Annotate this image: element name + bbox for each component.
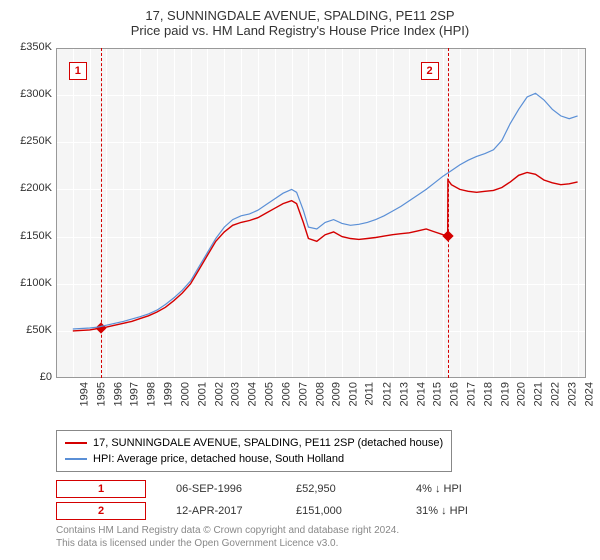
x-tick-label: 2022 [550,382,562,406]
x-tick-label: 2021 [533,382,545,406]
x-tick-label: 2008 [314,382,326,406]
callout-row: 2 12-APR-2017 £151,000 31% ↓ HPI [56,502,588,520]
x-tick-label: 2006 [280,382,292,406]
legend-item-price: 17, SUNNINGDALE AVENUE, SPALDING, PE11 2… [65,435,443,451]
x-tick-label: 2023 [566,382,578,406]
series-line-hpi [73,93,578,329]
legend-label-hpi: HPI: Average price, detached house, Sout… [93,451,344,467]
x-tick-label: 2020 [516,382,528,406]
callout-row-id: 2 [56,502,146,520]
x-tick-label: 2017 [465,382,477,406]
x-tick-label: 2014 [415,382,427,406]
x-tick-label: 2015 [432,382,444,406]
callout-row-date: 12-APR-2017 [176,505,266,517]
callout-row-date: 06-SEP-1996 [176,483,266,495]
x-tick-label: 1998 [146,382,158,406]
x-tick-label: 2000 [179,382,191,406]
x-tick-label: 2013 [398,382,410,406]
x-tick-label: 1999 [163,382,175,406]
chart-title: 17, SUNNINGDALE AVENUE, SPALDING, PE11 2… [12,8,588,23]
x-tick-label: 2005 [264,382,276,406]
x-tick-label: 2016 [449,382,461,406]
legend-swatch-hpi [65,458,87,460]
footnote: Contains HM Land Registry data © Crown c… [56,524,588,550]
legend-swatch-price [65,442,87,444]
x-tick-label: 2018 [482,382,494,406]
callout-row-price: £151,000 [296,505,386,517]
callout-row-delta: 4% ↓ HPI [416,483,506,495]
x-tick-label: 1995 [95,382,107,406]
x-tick-label: 2001 [196,382,208,406]
legend-label-price: 17, SUNNINGDALE AVENUE, SPALDING, PE11 2… [93,435,443,451]
callout-row-delta: 31% ↓ HPI [416,505,506,517]
x-tick-label: 2007 [297,382,309,406]
x-tick-label: 2004 [247,382,259,406]
x-tick-label: 1997 [129,382,141,406]
x-tick-label: 2010 [348,382,360,406]
x-tick-label: 2019 [499,382,511,406]
footnote-line2: This data is licensed under the Open Gov… [56,537,588,550]
x-tick-label: 1996 [112,382,124,406]
callout-table: 1 06-SEP-1996 £52,950 4% ↓ HPI 2 12-APR-2017 £… [12,480,588,520]
x-tick-label: 1994 [78,382,90,406]
series-line-price_paid [73,173,578,331]
x-tick-label: 2024 [583,382,595,406]
x-tick-label: 2011 [364,382,376,406]
callout-row-price: £52,950 [296,483,386,495]
x-tick-label: 2009 [331,382,343,406]
chart-area: £0£50K£100K£150K£200K£250K£300K£350K1994… [12,44,588,424]
callout-row: 1 06-SEP-1996 £52,950 4% ↓ HPI [56,480,588,498]
series-svg [12,44,586,378]
x-tick-label: 2012 [381,382,393,406]
chart-container: 17, SUNNINGDALE AVENUE, SPALDING, PE11 2… [0,0,600,560]
callout-row-id: 1 [56,480,146,498]
legend: 17, SUNNINGDALE AVENUE, SPALDING, PE11 2… [56,430,452,472]
chart-subtitle: Price paid vs. HM Land Registry's House … [12,23,588,38]
x-tick-label: 2003 [230,382,242,406]
y-gridline [56,378,586,379]
footnote-line1: Contains HM Land Registry data © Crown c… [56,524,588,537]
x-tick-label: 2002 [213,382,225,406]
legend-item-hpi: HPI: Average price, detached house, Sout… [65,451,443,467]
